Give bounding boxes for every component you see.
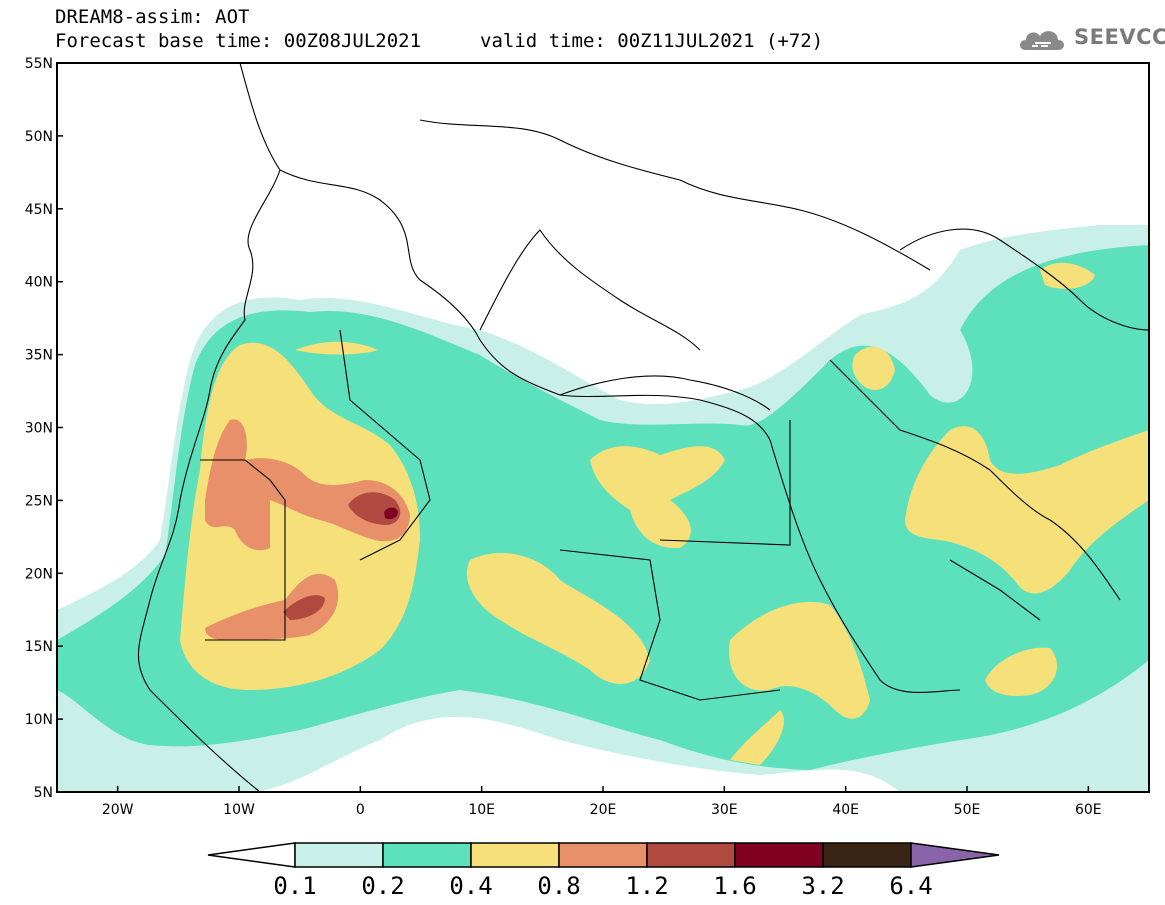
lon-tick-label: 50E bbox=[954, 802, 981, 818]
lat-tick-label: 20N bbox=[25, 566, 53, 582]
lon-tick-label: 10W bbox=[223, 802, 255, 818]
aot-contour-0-4 bbox=[905, 426, 1149, 594]
colorbar-swatch bbox=[382, 842, 472, 868]
aot-contour-0-4 bbox=[729, 601, 870, 719]
logo-text: SEEVCCC bbox=[1074, 25, 1165, 49]
longitude-labels: 20W 10W 0 10E 20E 30E 40E 50E 60E bbox=[102, 802, 1102, 818]
colorbar-over-triangle bbox=[910, 842, 1000, 868]
colorbar-level-label: 0.4 bbox=[449, 872, 492, 900]
colorbar: 0.1 0.2 0.4 0.8 1.2 1.6 3.2 6.4 bbox=[207, 842, 1000, 900]
lat-tick-label: 45N bbox=[25, 202, 53, 218]
valid-time: valid time: 00Z11JUL2021 (+72) bbox=[480, 30, 824, 52]
aot-contour-0-4 bbox=[730, 710, 784, 765]
lat-tick-label: 15N bbox=[25, 639, 53, 655]
aot-contour-0-4 bbox=[590, 446, 725, 549]
colorbar-swatch bbox=[822, 842, 912, 868]
lat-tick-label: 35N bbox=[25, 348, 53, 364]
lat-tick-label: 55N bbox=[25, 56, 53, 72]
aot-contour-1-6 bbox=[384, 507, 398, 520]
aot-contour-1-2 bbox=[283, 595, 325, 620]
forecast-base-time: Forecast base time: 00Z08JUL2021 bbox=[55, 30, 422, 52]
colorbar-level-label: 1.6 bbox=[713, 872, 756, 900]
colorbar-level-label: 3.2 bbox=[801, 872, 844, 900]
aot-contour-0-4 bbox=[295, 341, 378, 355]
colorbar-level-label: 1.2 bbox=[625, 872, 668, 900]
lon-tick-label: 0 bbox=[356, 802, 365, 818]
colorbar-swatch bbox=[558, 842, 648, 868]
aot-contour-0-8 bbox=[205, 419, 410, 551]
colorbar-swatch bbox=[470, 842, 560, 868]
lon-tick-label: 40E bbox=[832, 802, 859, 818]
lat-tick-label: 5N bbox=[34, 785, 53, 801]
aot-shading bbox=[57, 225, 1149, 792]
colorbar-swatch bbox=[646, 842, 736, 868]
lon-tick-label: 30E bbox=[711, 802, 738, 818]
colorbar-under-triangle bbox=[207, 842, 296, 868]
map-title: DREAM8-assim: AOT bbox=[55, 6, 250, 28]
latitude-labels: 5N 10N 15N 20N 25N 30N 35N 40N 45N 50N 55N bbox=[25, 56, 53, 801]
colorbar-swatch bbox=[734, 842, 824, 868]
aot-contour-0-4 bbox=[1040, 262, 1095, 289]
lat-tick-label: 40N bbox=[25, 275, 53, 291]
colorbar-level-label: 0.1 bbox=[273, 872, 316, 900]
lon-tick-label: 10E bbox=[468, 802, 495, 818]
cloud-icon bbox=[1020, 31, 1064, 50]
colorbar-level-label: 0.2 bbox=[361, 872, 404, 900]
coastlines bbox=[137, 63, 1149, 792]
aot-contour-0-4 bbox=[985, 647, 1058, 697]
lat-tick-label: 50N bbox=[25, 129, 53, 145]
lon-tick-label: 60E bbox=[1075, 802, 1102, 818]
lon-tick-label: 20W bbox=[102, 802, 134, 818]
lat-tick-label: 10N bbox=[25, 712, 53, 728]
colorbar-swatch bbox=[294, 842, 384, 868]
lat-tick-label: 25N bbox=[25, 493, 53, 509]
colorbar-level-label: 0.8 bbox=[537, 872, 580, 900]
aot-contour-0-4 bbox=[466, 552, 650, 684]
aot-contour-0-4 bbox=[852, 346, 895, 390]
colorbar-level-label: 6.4 bbox=[889, 872, 932, 900]
lat-tick-label: 30N bbox=[25, 421, 53, 437]
lon-tick-label: 20E bbox=[590, 802, 617, 818]
axis-ticks bbox=[57, 62, 1090, 793]
aot-contour-0-8 bbox=[205, 573, 339, 640]
